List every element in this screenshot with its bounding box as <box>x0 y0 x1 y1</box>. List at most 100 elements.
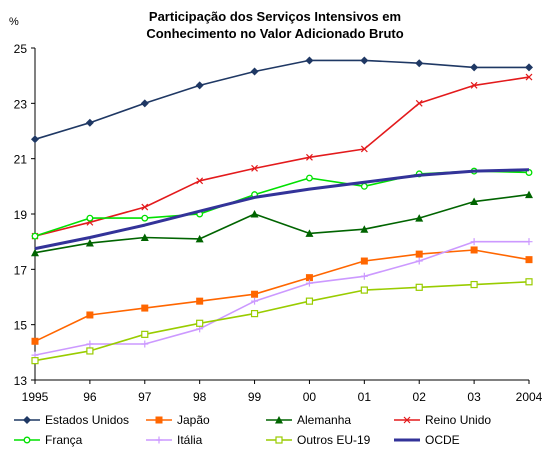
data-point-6 <box>196 319 204 327</box>
legend-marker-0 <box>23 416 31 424</box>
data-point-3 <box>525 73 533 81</box>
y-tick-label: 25 <box>14 42 28 56</box>
data-point-2 <box>31 248 39 257</box>
data-point-3 <box>306 153 313 161</box>
data-point-2 <box>140 233 149 242</box>
data-point-6 <box>525 278 533 286</box>
data-point-1 <box>360 257 368 265</box>
data-point-6 <box>415 283 423 291</box>
series-line-4 <box>34 170 530 237</box>
legend-marker-6 <box>275 436 283 444</box>
chart-title-line-1: Participação dos Serviços Intensivos em <box>148 9 402 24</box>
data-point-1 <box>305 274 313 282</box>
data-point-0 <box>195 81 204 90</box>
x-tick-label: 96 <box>83 390 97 404</box>
data-point-3 <box>251 164 258 172</box>
data-point-0 <box>305 56 314 65</box>
x-tick-label: 03 <box>467 390 481 404</box>
legend-label-3: Reino Unido <box>425 413 491 427</box>
data-point-4 <box>305 174 313 182</box>
data-point-2 <box>415 214 424 222</box>
legend-label-1: Japão <box>177 413 210 427</box>
series-line-2 <box>34 193 530 254</box>
data-point-4 <box>86 214 94 222</box>
data-point-1 <box>251 290 259 298</box>
data-point-5 <box>305 279 313 287</box>
data-point-1 <box>86 311 94 319</box>
data-point-2 <box>525 190 533 199</box>
legend-label-6: Outros EU-19 <box>297 433 371 447</box>
data-point-2 <box>195 234 204 243</box>
data-point-0 <box>525 63 533 72</box>
data-point-1 <box>525 256 533 264</box>
data-point-1 <box>415 250 423 258</box>
data-point-5 <box>141 340 149 348</box>
y-tick-label: 23 <box>14 97 28 111</box>
series-line-5 <box>34 240 529 356</box>
legend-marker-5 <box>155 436 163 444</box>
data-point-6 <box>86 347 94 355</box>
data-point-6 <box>470 280 478 289</box>
x-tick-label: 99 <box>248 390 262 404</box>
data-point-0 <box>31 135 39 144</box>
data-point-3 <box>470 81 478 89</box>
chart-title-line-2: Conhecimento no Valor Adicionado Bruto <box>146 26 404 41</box>
data-point-5 <box>525 238 533 246</box>
data-point-6 <box>141 330 149 338</box>
legend-marker-4 <box>23 436 31 444</box>
x-tick-label: 2004 <box>516 390 543 404</box>
x-tick-label: 02 <box>413 390 427 404</box>
legend-label-7: OCDE <box>425 433 460 447</box>
data-point-5 <box>415 257 423 265</box>
data-point-0 <box>360 56 369 65</box>
legend-marker-3 <box>403 416 411 424</box>
data-point-5 <box>86 340 94 348</box>
data-point-1 <box>196 297 204 305</box>
series-line-6 <box>34 281 530 362</box>
data-point-3 <box>360 145 368 153</box>
y-axis-label: % <box>9 16 19 28</box>
y-tick-label: 19 <box>14 208 28 222</box>
data-point-1 <box>141 304 149 312</box>
x-tick-label: 01 <box>358 390 372 404</box>
data-point-2 <box>305 229 314 237</box>
x-tick-label: 00 <box>303 390 317 404</box>
data-point-6 <box>31 357 39 365</box>
y-tick-label: 17 <box>14 263 28 277</box>
y-tick-label: 15 <box>14 319 28 333</box>
legend-label-0: Estados Unidos <box>45 413 129 427</box>
data-point-4 <box>141 214 149 222</box>
data-point-0 <box>85 118 94 127</box>
data-point-6 <box>360 286 368 294</box>
data-point-3 <box>415 99 423 107</box>
data-point-1 <box>31 337 39 345</box>
data-point-0 <box>250 67 259 76</box>
data-point-5 <box>360 272 368 280</box>
data-point-3 <box>141 203 149 211</box>
data-point-2 <box>360 225 369 233</box>
data-point-2 <box>85 239 94 247</box>
data-point-2 <box>470 197 479 206</box>
legend-label-2: Alemanha <box>297 413 351 427</box>
data-point-0 <box>470 63 479 72</box>
data-point-6 <box>250 310 259 318</box>
x-tick-label: 97 <box>138 390 152 404</box>
legend-label-4: França <box>45 433 83 447</box>
series-line-7 <box>34 168 530 251</box>
series-line-3 <box>34 76 530 237</box>
legend-label-5: Itália <box>177 433 203 447</box>
data-point-5 <box>470 238 478 246</box>
data-point-6 <box>305 297 314 305</box>
data-point-4 <box>360 182 368 190</box>
data-point-1 <box>470 246 478 254</box>
data-point-4 <box>31 232 39 240</box>
x-tick-label: 1995 <box>22 390 49 404</box>
data-point-0 <box>140 99 149 108</box>
data-point-3 <box>196 177 204 185</box>
series-line-0 <box>34 59 529 141</box>
data-point-2 <box>250 210 259 218</box>
legend-marker-2 <box>275 416 283 424</box>
data-point-0 <box>415 59 424 68</box>
